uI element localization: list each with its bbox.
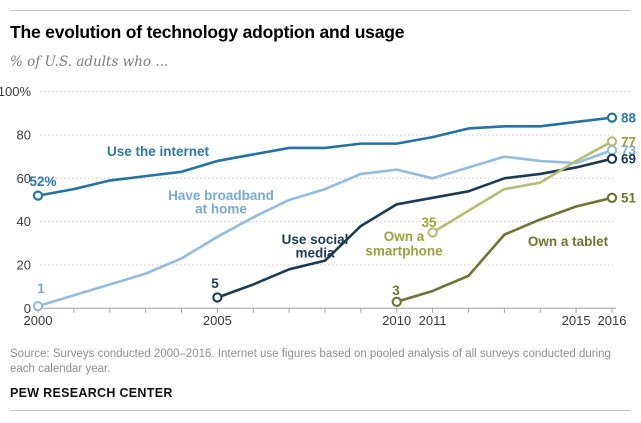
start-value-label-internet: 52% [29,174,56,189]
brand-label: PEW RESEARCH CENTER [10,386,173,400]
series-label-social-media: Use social [282,232,349,247]
end-value-label-smartphone: 77 [621,134,636,149]
x-axis-label: 2015 [562,313,591,328]
x-axis-label: 2010 [382,313,411,328]
series-start-marker-social-media [212,292,223,303]
bottom-divider [10,410,631,411]
series-line-social-media [216,157,614,299]
end-value-label-internet: 88 [621,110,637,125]
start-value-label-tablet: 3 [392,283,400,298]
x-axis-label: 2005 [203,313,232,328]
series-start-marker-tablet [391,296,402,307]
series-line-smartphone [431,140,614,234]
source-note: Source: Surveys conducted 2000–2016. Int… [10,348,611,375]
y-axis-label: 60 [17,171,31,186]
series-end-marker-social-media [606,153,618,164]
series-end-marker-broadband [606,144,618,156]
y-axis-label: 100% [0,84,31,99]
series-line-broadband [36,148,614,308]
start-value-label-broadband: 1 [37,281,45,296]
end-value-label-tablet: 51 [621,191,637,206]
series-label-smartphone: smartphone [365,244,443,259]
chart-subtitle: % of U.S. adults who ... [10,54,169,70]
series-line-tablet [395,196,614,304]
y-axis-label: 80 [17,127,31,142]
x-axis-label: 2011 [419,313,447,328]
end-value-label-social-media: 69 [621,152,636,167]
y-axis-label: 20 [17,257,31,272]
top-divider [10,10,631,11]
series-start-marker-broadband [32,300,44,312]
series-start-marker-internet [32,190,44,201]
series-label-broadband: Have broadband [168,188,274,203]
series-label-social-media: media [295,246,335,261]
start-value-label-smartphone: 35 [421,215,437,230]
series-label-internet: Use the internet [107,144,210,159]
start-value-label-social-media: 5 [211,276,219,291]
series-end-marker-internet [606,112,618,123]
series-line-internet [36,116,614,197]
chart-title: The evolution of technology adoption and… [10,22,405,42]
series-end-marker-tablet [606,192,618,203]
series-end-marker-smartphone [606,136,618,147]
y-axis-label: 0 [24,301,31,316]
series-start-marker-smartphone [427,227,438,238]
series-label-tablet: Own a tablet [528,234,609,249]
series-label-smartphone: Own a [384,229,425,244]
y-axis-label: 40 [17,214,31,229]
series-label-broadband: at home [195,202,247,217]
x-axis-label: 2016 [598,313,627,328]
end-value-label-broadband: 73 [621,143,637,158]
x-axis-label: 2000 [24,313,53,328]
